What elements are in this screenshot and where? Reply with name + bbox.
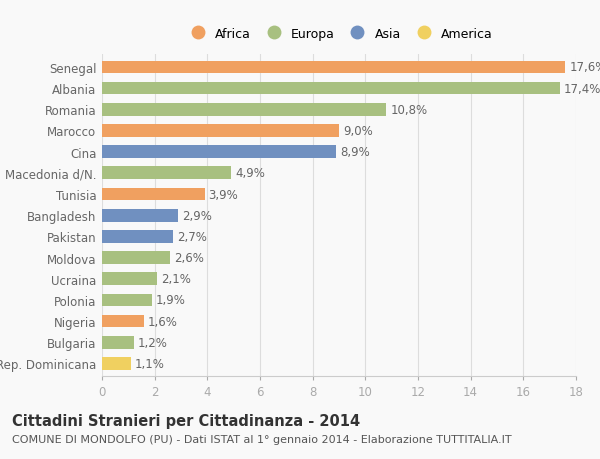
Text: 1,9%: 1,9% — [156, 294, 186, 307]
Bar — [102, 336, 134, 349]
Bar — [102, 294, 152, 307]
Text: 3,9%: 3,9% — [209, 188, 238, 201]
Bar — [102, 62, 565, 74]
Text: 8,9%: 8,9% — [340, 146, 370, 159]
Text: 2,7%: 2,7% — [177, 230, 207, 243]
Text: 9,0%: 9,0% — [343, 125, 373, 138]
Bar — [102, 358, 131, 370]
Text: 1,6%: 1,6% — [148, 315, 178, 328]
Bar — [102, 146, 337, 159]
Bar — [102, 188, 205, 201]
Bar — [102, 252, 170, 264]
Bar — [102, 209, 178, 222]
Bar — [102, 83, 560, 95]
Bar — [102, 315, 144, 328]
Bar — [102, 125, 339, 138]
Bar — [102, 273, 157, 285]
Bar — [102, 167, 231, 180]
Text: 2,1%: 2,1% — [161, 273, 191, 285]
Bar — [102, 104, 386, 117]
Text: Cittadini Stranieri per Cittadinanza - 2014: Cittadini Stranieri per Cittadinanza - 2… — [12, 413, 360, 428]
Text: COMUNE DI MONDOLFO (PU) - Dati ISTAT al 1° gennaio 2014 - Elaborazione TUTTITALI: COMUNE DI MONDOLFO (PU) - Dati ISTAT al … — [12, 434, 512, 444]
Text: 1,2%: 1,2% — [137, 336, 167, 349]
Text: 17,4%: 17,4% — [564, 83, 600, 95]
Text: 17,6%: 17,6% — [569, 62, 600, 74]
Text: 2,9%: 2,9% — [182, 209, 212, 222]
Bar — [102, 230, 173, 243]
Legend: Africa, Europa, Asia, America: Africa, Europa, Asia, America — [180, 23, 498, 46]
Text: 2,6%: 2,6% — [175, 252, 204, 264]
Text: 4,9%: 4,9% — [235, 167, 265, 180]
Text: 1,1%: 1,1% — [135, 357, 165, 370]
Text: 10,8%: 10,8% — [391, 104, 427, 117]
